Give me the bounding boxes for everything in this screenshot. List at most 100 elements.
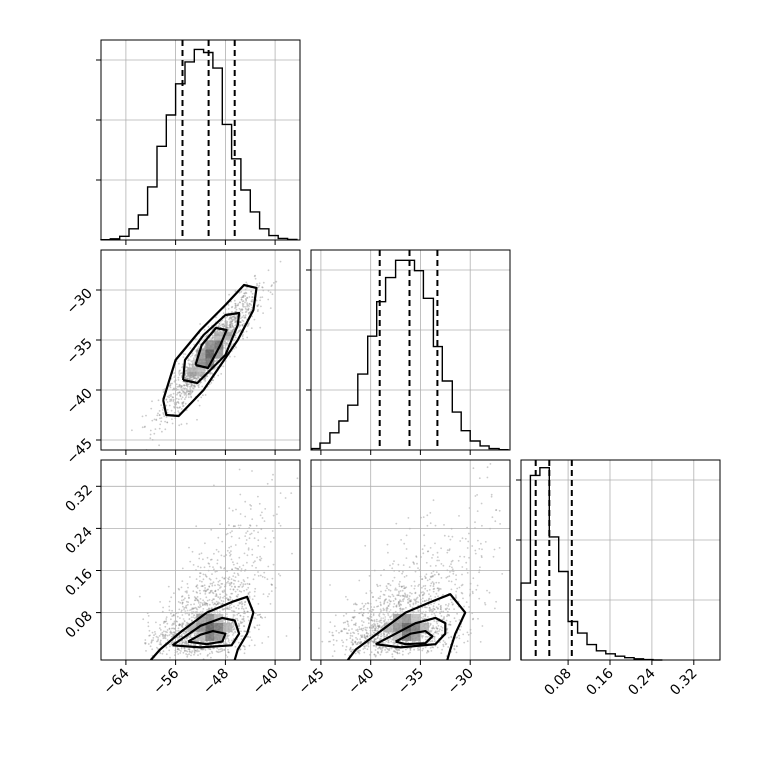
scatter-p1-p3-point (236, 572, 239, 575)
scatter-p1-p3-point (248, 644, 251, 647)
scatter-p1-p2-point (247, 311, 250, 314)
scatter-p2-p3-point (405, 641, 407, 644)
scatter-p2-p3-point (450, 635, 452, 638)
scatter-p1-p3-point (165, 618, 168, 620)
scatter-p1-p3-point (250, 532, 253, 535)
scatter-p1-p2-point (165, 398, 168, 401)
scatter-p1-p2-point (177, 402, 180, 404)
scatter-p2-p3-point (370, 610, 373, 613)
scatter-p1-p3-point (196, 608, 199, 611)
scatter-p1-p2-y-tick-label: −35 (64, 336, 96, 368)
scatter-p2-p3-point (387, 639, 390, 642)
scatter-p1-p2-point (235, 320, 238, 323)
scatter-p1-p2-point (206, 369, 209, 371)
scatter-p1-p3-point (233, 627, 236, 629)
scatter-p2-p3-point (376, 636, 379, 639)
scatter-p2-p3-point (386, 638, 389, 641)
scatter-p2-p3-point (378, 625, 381, 628)
scatter-p1-p3-point (261, 617, 264, 619)
scatter-p1-p3-point (176, 630, 178, 632)
scatter-p2-p3-point (352, 616, 355, 619)
scatter-p2-p3-point (448, 623, 451, 626)
scatter-p1-p3-point (193, 639, 196, 642)
scatter-p1-p3-point (234, 567, 237, 569)
scatter-p1-p2-point (184, 353, 187, 355)
scatter-p1-p3-point (168, 628, 171, 630)
scatter-p2-p3-point (358, 652, 361, 655)
scatter-p1-p3-point (180, 636, 183, 638)
scatter-p1-p3-point (240, 638, 243, 640)
scatter-p2-p3-point (456, 587, 459, 590)
scatter-p1-p3-point (234, 585, 236, 588)
scatter-p1-p3-point (223, 577, 226, 580)
scatter-p2-p3-point (347, 625, 350, 627)
scatter-p1-p3-point (152, 637, 155, 639)
scatter-p2-p3-point (367, 632, 369, 635)
scatter-p1-p3-point (232, 610, 235, 613)
scatter-p1-p3-point (228, 634, 231, 637)
scatter-p2-p3-point (480, 502, 483, 505)
scatter-p2-p3-point (383, 603, 385, 605)
scatter-p2-p3-point (395, 648, 397, 651)
scatter-p2-p3-point (345, 595, 347, 598)
scatter-p1-p3-point (183, 607, 186, 609)
scatter-p2-p3-point (437, 595, 439, 598)
scatter-p1-p2-point (172, 398, 175, 401)
scatter-p1-p2-point (182, 402, 185, 404)
scatter-p1-p3-point (243, 645, 246, 648)
scatter-p1-p3-point (240, 622, 243, 624)
scatter-p2-p3-point (422, 593, 425, 596)
scatter-p2-p3-point (366, 626, 368, 629)
scatter-p1-p3-point (178, 624, 181, 626)
scatter-p2-p3-point (448, 614, 450, 616)
density-layer (124, 260, 504, 660)
scatter-p1-p2-point (203, 378, 205, 381)
scatter-p1-p2-point (190, 395, 193, 398)
scatter-p1-p3-point (173, 628, 176, 630)
scatter-p1-p3-point (170, 618, 172, 621)
scatter-p2-p3-point (373, 629, 376, 632)
scatter-p1-p3-point (183, 650, 186, 652)
scatter-p2-p3-point (356, 650, 359, 653)
scatter-p1-p3-point (227, 639, 230, 642)
scatter-p1-p2-point (181, 402, 183, 404)
scatter-p1-p3-point (199, 572, 201, 574)
scatter-p1-p3-point (254, 560, 256, 563)
scatter-p2-p3-point (417, 649, 419, 651)
scatter-p1-p2-point (234, 336, 236, 338)
scatter-p2-p3-point (377, 651, 379, 653)
scatter-p2-p3-point (356, 628, 359, 631)
scatter-p1-p3-point (248, 597, 251, 599)
scatter-p1-p3-point (248, 631, 251, 633)
scatter-p2-p3-point (455, 645, 458, 648)
scatter-p1-p3-point (240, 630, 242, 633)
scatter-p1-p2-point (178, 372, 180, 374)
scatter-p2-p3-point (357, 630, 359, 633)
scatter-p2-p3-point (431, 608, 433, 611)
scatter-p2-p3-point (408, 599, 411, 602)
scatter-p1-p3-point (181, 642, 184, 644)
scatter-p1-p2-point (191, 363, 193, 366)
scatter-p1-p2-point (205, 335, 208, 338)
scatter-p2-p3-point (372, 609, 375, 611)
scatter-p1-p2-point (161, 430, 163, 433)
scatter-p1-p2-point (239, 321, 242, 323)
scatter-p1-p2-point (240, 290, 243, 293)
scatter-p1-p2-point (250, 304, 253, 306)
scatter-p1-p3-point (246, 582, 249, 585)
scatter-p2-p3-point (379, 619, 382, 622)
scatter-p1-p3-point (227, 640, 230, 643)
scatter-p1-p3-point (232, 588, 235, 591)
scatter-p1-p2-point (261, 286, 264, 289)
scatter-p2-p3-point (421, 649, 424, 652)
scatter-p1-p3-point (250, 505, 253, 507)
scatter-p1-p3-point (254, 617, 257, 620)
scatter-p1-p2-point (170, 409, 173, 412)
scatter-p1-p3-point (226, 607, 229, 610)
scatter-p1-p2-point (235, 306, 237, 309)
scatter-p1-p2-point (186, 384, 188, 386)
scatter-p1-p3-point (170, 612, 172, 615)
scatter-p1-p2-point (229, 329, 232, 332)
scatter-p2-p3-point (426, 579, 429, 582)
scatter-p1-p3-point (215, 577, 218, 580)
